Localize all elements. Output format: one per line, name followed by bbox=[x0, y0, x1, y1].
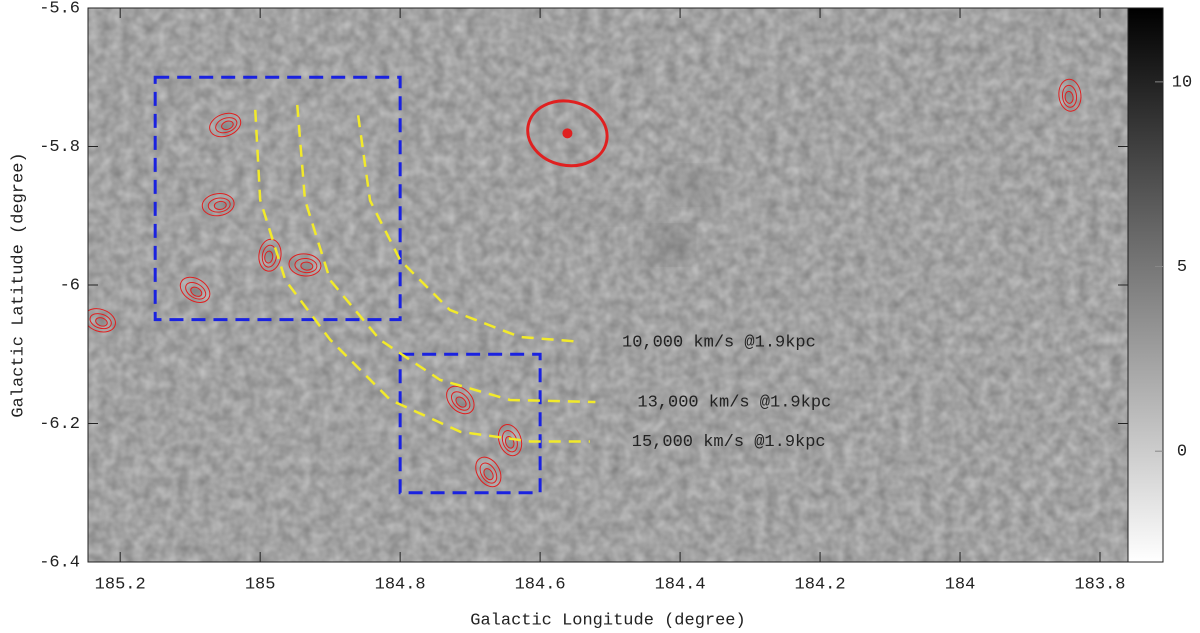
contour bbox=[209, 112, 242, 138]
x-tick-label: 184.2 bbox=[795, 575, 846, 594]
colorbar-tick-label: 0 bbox=[1177, 443, 1187, 462]
colorbar-tick-label: 5 bbox=[1177, 258, 1187, 277]
arc-label: 10,000 km/s @1.9kpc bbox=[622, 333, 816, 352]
contour bbox=[446, 385, 475, 415]
arc-label: 13,000 km/s @1.9kpc bbox=[637, 394, 831, 413]
contour bbox=[221, 120, 234, 131]
contour bbox=[215, 117, 238, 134]
contour bbox=[483, 468, 494, 481]
x-tick-label: 184 bbox=[945, 575, 976, 594]
x-tick-label: 184.8 bbox=[375, 575, 426, 594]
image-background bbox=[88, 8, 1128, 562]
contour bbox=[179, 276, 211, 303]
contour bbox=[264, 250, 274, 264]
x-tick-label: 184.6 bbox=[515, 575, 566, 594]
x-tick-label: 184.4 bbox=[655, 575, 706, 594]
plot-layer bbox=[88, 75, 1082, 495]
contour bbox=[88, 308, 116, 333]
velocity-arc bbox=[356, 115, 581, 344]
contour bbox=[95, 317, 108, 327]
x-tick-label: 183.8 bbox=[1074, 575, 1125, 594]
y-tick-label: -5.6 bbox=[39, 0, 80, 18]
region-box bbox=[153, 75, 402, 322]
arc-label: 15,000 km/s @1.9kpc bbox=[632, 433, 826, 452]
contour bbox=[1064, 90, 1074, 104]
y-axis-label: Galactic Latitude (degree) bbox=[9, 152, 28, 417]
contour bbox=[207, 197, 231, 213]
contour bbox=[1061, 84, 1078, 108]
velocity-arc bbox=[254, 109, 590, 443]
contour bbox=[185, 281, 207, 300]
beam-ellipse bbox=[526, 99, 609, 168]
colorbar-tick-label: 10 bbox=[1172, 73, 1192, 92]
contour bbox=[190, 286, 203, 297]
contour bbox=[479, 462, 498, 484]
contour bbox=[261, 244, 277, 268]
colorbar bbox=[1127, 7, 1164, 563]
contour bbox=[1058, 78, 1082, 112]
contour bbox=[450, 391, 471, 411]
contour bbox=[294, 257, 318, 274]
beam-center bbox=[562, 128, 573, 139]
contour bbox=[455, 396, 467, 408]
y-tick-label: -6 bbox=[60, 276, 80, 295]
contour bbox=[89, 313, 112, 330]
x-tick-label: 185 bbox=[245, 575, 276, 594]
velocity-arc bbox=[296, 104, 596, 404]
x-tick-label: 185.2 bbox=[95, 575, 146, 594]
contour bbox=[201, 193, 235, 217]
contour bbox=[213, 200, 227, 210]
y-tick-label: -6.4 bbox=[39, 553, 80, 572]
region-box bbox=[398, 352, 542, 495]
y-tick-label: -6.2 bbox=[39, 415, 80, 434]
contour bbox=[300, 261, 314, 271]
contour bbox=[497, 424, 523, 457]
contour bbox=[475, 456, 502, 488]
y-tick-label: -5.8 bbox=[39, 138, 80, 157]
x-axis-label: Galactic Longitude (degree) bbox=[470, 611, 745, 630]
contour bbox=[288, 253, 322, 277]
